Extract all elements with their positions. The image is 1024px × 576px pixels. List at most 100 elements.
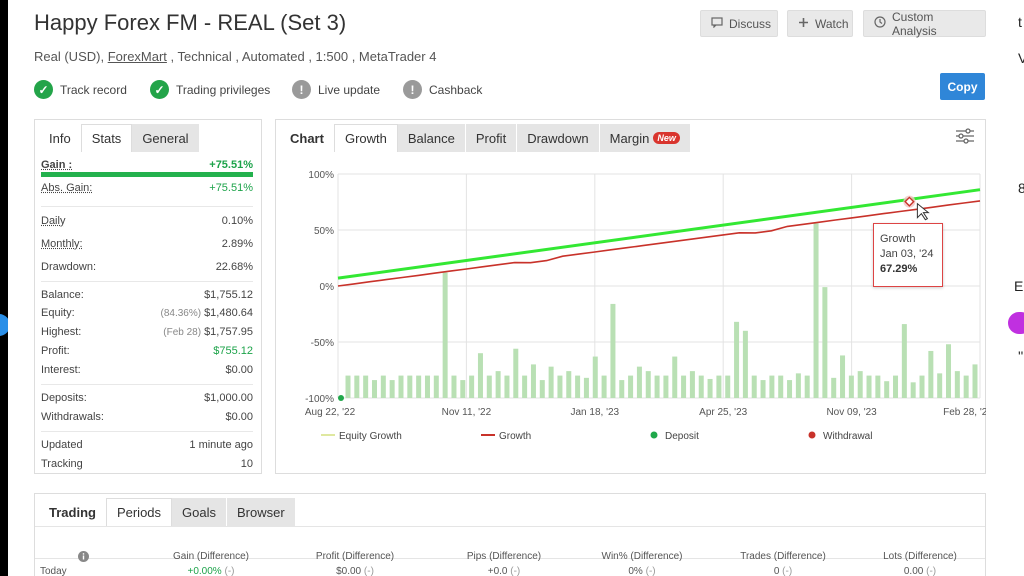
tab-periods[interactable]: Periods: [105, 498, 173, 526]
growth-bar: [354, 375, 360, 398]
stat-monthly: Monthly: 2.89%: [41, 238, 253, 250]
equity-growth-line: [337, 188, 981, 280]
divider: [41, 206, 253, 207]
legend-label: Deposit: [665, 431, 699, 442]
growth-bar: [557, 375, 563, 398]
tab-general[interactable]: General: [132, 124, 199, 152]
growth-bar: [751, 375, 757, 398]
stat-balance: Balance: $1,755.12: [41, 289, 253, 301]
stat-profit: Profit: $755.12: [41, 345, 253, 357]
copy-button[interactable]: Copy: [940, 73, 985, 100]
divider: [41, 281, 253, 282]
column-header: Win% (Difference): [601, 551, 683, 562]
bottom-tabs: Trading Periods Goals Browser: [35, 494, 985, 526]
account-subtitle: Real (USD), ForexMart , Technical , Auto…: [34, 49, 436, 64]
tab-profit[interactable]: Profit: [465, 124, 517, 152]
adjacent-pill-button[interactable]: [1008, 312, 1024, 334]
page-title: Happy Forex FM - REAL (Set 3): [34, 10, 347, 35]
stat-updated: Updated 1 minute ago: [41, 439, 253, 451]
badge-live-update[interactable]: ! Live update: [292, 80, 380, 99]
growth-bar: [645, 371, 651, 398]
growth-bar: [954, 371, 960, 398]
growth-bar: [495, 371, 501, 398]
check-icon: ✓: [150, 80, 169, 99]
stat-tracking: Tracking 10: [41, 458, 253, 470]
growth-bar: [424, 375, 430, 398]
tab-stats[interactable]: Stats: [80, 124, 133, 152]
tab-goals[interactable]: Goals: [172, 498, 226, 526]
growth-bar: [875, 375, 881, 398]
table-cell: 0 (-): [773, 566, 793, 576]
watch-button[interactable]: Watch: [787, 10, 853, 37]
badge-label: Cashback: [429, 82, 483, 97]
tab-info[interactable]: Info: [49, 130, 71, 146]
tooltip-series: Growth: [880, 233, 916, 245]
badge-cashback[interactable]: ! Cashback: [403, 80, 482, 99]
growth-bar: [813, 223, 819, 398]
strip-text: '': [1018, 348, 1024, 364]
growth-bar: [804, 375, 810, 398]
growth-bar: [345, 375, 351, 398]
stats-panel: Info Stats General Gain : +75.51% Abs. G…: [34, 119, 262, 474]
stat-equity: Equity: (84.36%) $1,480.64: [41, 307, 253, 319]
growth-bar: [628, 375, 634, 398]
x-tick-label: Aug 22, '22: [305, 407, 356, 418]
comment-icon: [711, 16, 723, 31]
stat-highest: Highest: (Feb 28) $1,757.95: [41, 326, 253, 338]
subtitle-post: , Technical , Automated , 1:500 , MetaTr…: [166, 49, 437, 64]
growth-chart[interactable]: 100% 50% 0% -50% -100% Aug 22, '22 Nov 11, '22…: [275, 152, 986, 474]
broker-link[interactable]: ForexMart: [107, 49, 167, 64]
x-tick-label: Feb 28, '24: [943, 407, 986, 418]
growth-bar: [769, 375, 775, 398]
badge-track-record[interactable]: ✓ Track record: [34, 80, 127, 99]
table-cell: 0.00 (-): [903, 566, 937, 576]
discuss-button[interactable]: Discuss: [700, 10, 778, 37]
tab-chart[interactable]: Chart: [290, 130, 324, 146]
divider: [35, 558, 985, 559]
x-tick-label: Apr 25, '23: [699, 407, 747, 418]
discuss-label: Discuss: [729, 16, 772, 31]
info-icon[interactable]: [78, 551, 89, 565]
tab-margin-label: Margin: [609, 130, 650, 146]
growth-bar: [477, 353, 483, 398]
watch-label: Watch: [815, 16, 849, 31]
tab-margin[interactable]: Margin New: [599, 124, 690, 152]
growth-bar: [893, 375, 899, 398]
growth-bar: [840, 355, 846, 398]
growth-bar: [698, 375, 704, 398]
growth-bar: [742, 330, 748, 398]
growth-bar: [380, 375, 386, 398]
mouse-cursor-icon: [916, 202, 930, 221]
tab-drawdown[interactable]: Drawdown: [517, 124, 599, 152]
stat-abs-gain: Abs. Gain: +75.51%: [41, 182, 253, 194]
table-cell: +0.00% (-): [187, 566, 235, 576]
bottom-panel: Trading Periods Goals Browser: [34, 493, 986, 576]
x-tick-label: Nov 09, '23: [826, 407, 877, 418]
highlight-point: [904, 196, 915, 207]
tab-growth[interactable]: Growth: [333, 124, 398, 152]
growth-bar: [778, 375, 784, 398]
settings-sliders-icon[interactable]: [955, 128, 975, 144]
growth-bar: [530, 364, 536, 398]
growth-bar: [513, 348, 519, 398]
growth-bar: [787, 380, 793, 398]
growth-bar: [636, 366, 642, 398]
column-header: Trades (Difference): [740, 551, 826, 562]
badge-trading-privileges[interactable]: ✓ Trading privileges: [150, 80, 270, 99]
tab-browser[interactable]: Browser: [227, 498, 295, 526]
tab-trading[interactable]: Trading: [49, 504, 96, 520]
growth-bar: [672, 356, 678, 398]
growth-bar: [734, 321, 740, 398]
table-cell: $0.00 (-): [336, 566, 374, 576]
growth-bar: [725, 375, 731, 398]
growth-bar: [575, 375, 581, 398]
stat-interest: Interest: $0.00: [41, 364, 253, 376]
growth-bar: [371, 380, 377, 398]
left-edge-button[interactable]: [0, 314, 10, 336]
growth-bar: [433, 375, 439, 398]
check-icon: ✓: [34, 80, 53, 99]
custom-analysis-button[interactable]: Custom Analysis: [863, 10, 986, 38]
x-tick-label: Nov 11, '22: [442, 407, 492, 418]
tab-balance[interactable]: Balance: [397, 124, 465, 152]
